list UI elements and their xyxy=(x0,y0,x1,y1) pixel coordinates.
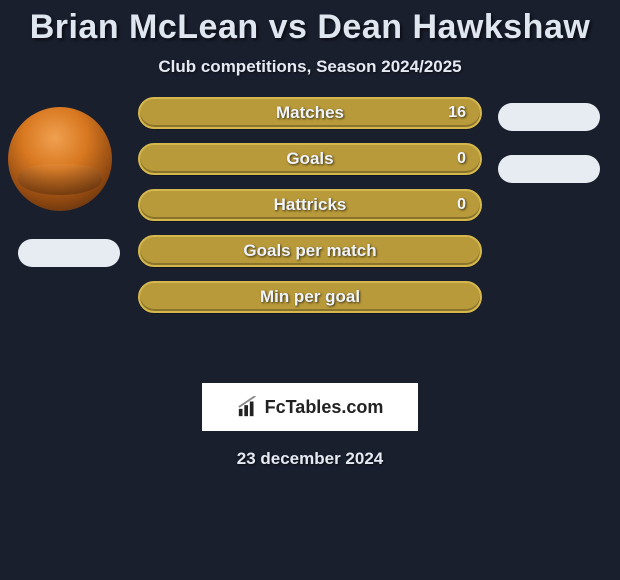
stat-bar-hattricks: Hattricks 0 xyxy=(138,189,482,221)
stat-label: Min per goal xyxy=(260,287,360,307)
stat-value: 0 xyxy=(457,150,466,168)
stat-value: 16 xyxy=(448,104,466,122)
stat-bar-matches: Matches 16 xyxy=(138,97,482,129)
stat-value: 0 xyxy=(457,196,466,214)
subtitle: Club competitions, Season 2024/2025 xyxy=(0,57,620,77)
stat-label: Matches xyxy=(276,103,344,123)
stat-bar-goals-per-match: Goals per match xyxy=(138,235,482,267)
player-right-name-pill-2 xyxy=(498,155,600,183)
date-label: 23 december 2024 xyxy=(0,449,620,469)
stat-label: Hattricks xyxy=(274,195,347,215)
logo-text: FcTables.com xyxy=(265,397,384,418)
source-logo[interactable]: FcTables.com xyxy=(202,383,418,431)
page-title: Brian McLean vs Dean Hawkshaw xyxy=(0,8,620,47)
stat-bars: Matches 16 Goals 0 Hattricks 0 Goals per… xyxy=(138,97,482,327)
player-left-avatar xyxy=(8,107,112,211)
stat-label: Goals xyxy=(286,149,333,169)
comparison-widget: Brian McLean vs Dean Hawkshaw Club compe… xyxy=(0,0,620,580)
stat-label: Goals per match xyxy=(243,241,376,261)
stat-bar-min-per-goal: Min per goal xyxy=(138,281,482,313)
stats-area: Matches 16 Goals 0 Hattricks 0 Goals per… xyxy=(0,107,620,367)
player-left-name-pill xyxy=(18,239,120,267)
stat-bar-goals: Goals 0 xyxy=(138,143,482,175)
chart-icon xyxy=(237,396,259,418)
player-right-name-pill xyxy=(498,103,600,131)
